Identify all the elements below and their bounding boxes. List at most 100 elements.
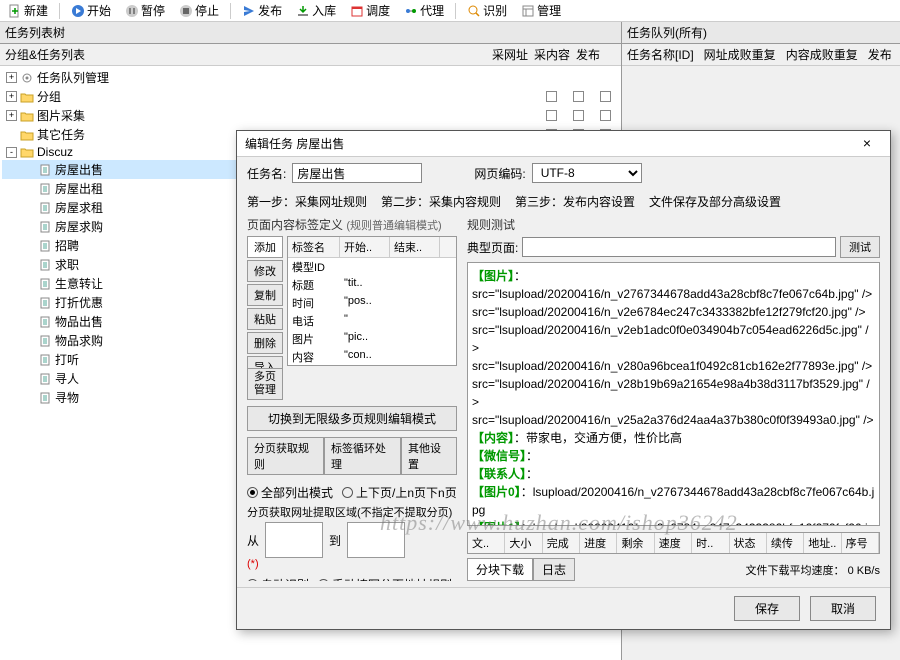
- proxy-button[interactable]: 代理: [401, 1, 447, 20]
- tree-label: 物品求购: [55, 332, 103, 349]
- tag-mode-label: (规则普通编辑模式): [346, 220, 441, 232]
- tree-item[interactable]: +任务队列管理: [2, 68, 619, 87]
- pg-icon: [38, 259, 52, 271]
- left-sub-label: 分组&任务列表: [5, 46, 85, 63]
- checkbox[interactable]: [573, 91, 584, 102]
- queue-col-url: 网址成败重复: [704, 46, 776, 63]
- typical-page-input[interactable]: [522, 237, 836, 257]
- start-button[interactable]: 开始: [68, 1, 114, 20]
- dl-col: 时..: [692, 533, 729, 553]
- queue-col-pub: 发布: [868, 46, 892, 63]
- pg-icon: [38, 278, 52, 290]
- download-header: 文..大小完成进度剩余速度时..状态续传地址..序号: [467, 532, 880, 554]
- pause-button[interactable]: 暂停: [122, 1, 168, 20]
- tag-row[interactable]: 电话": [288, 312, 456, 330]
- radio-manual[interactable]: [318, 579, 329, 581]
- tag-add-button[interactable]: 添加: [247, 236, 283, 258]
- tab-log[interactable]: 日志: [533, 558, 575, 581]
- checkbox[interactable]: [546, 91, 557, 102]
- schedule-button[interactable]: 调度: [347, 1, 393, 20]
- import-button[interactable]: 入库: [293, 1, 339, 20]
- to-textbox[interactable]: [347, 522, 405, 558]
- dl-col: 大小: [505, 533, 542, 553]
- manage-button[interactable]: 管理: [518, 1, 564, 20]
- dl-col: 序号: [842, 533, 879, 553]
- pg-icon: [38, 373, 52, 385]
- checkbox[interactable]: [600, 91, 611, 102]
- radio-prev-next[interactable]: [342, 487, 353, 498]
- step3[interactable]: 第三步：发布内容设置: [515, 193, 635, 210]
- step4[interactable]: 文件保存及部分高级设置: [649, 193, 781, 210]
- switch-mode-button[interactable]: 切换到无限级多页规则编辑模式: [247, 406, 457, 431]
- tag-row[interactable]: 内容"con..: [288, 348, 456, 366]
- step1[interactable]: 第一步：采集网址规则: [247, 193, 367, 210]
- gear-icon: [20, 72, 34, 84]
- tree-label: 房屋求购: [55, 218, 103, 235]
- typical-page-label: 典型页面:: [467, 239, 518, 256]
- tag-delete-button[interactable]: 删除: [247, 332, 283, 354]
- queue-col-content: 内容成败重复: [786, 46, 858, 63]
- pg-icon: [38, 392, 52, 404]
- expand-icon[interactable]: +: [6, 110, 17, 121]
- checkbox[interactable]: [546, 110, 557, 121]
- tree-item[interactable]: + 分组: [2, 87, 619, 106]
- tree-label: Discuz: [37, 145, 73, 159]
- tag-row[interactable]: 标题"tit..: [288, 276, 456, 294]
- tree-label: 其它任务: [37, 126, 85, 143]
- pg-icon: [38, 183, 52, 195]
- tree-label: 打折优惠: [55, 294, 103, 311]
- dl-col: 文..: [468, 533, 505, 553]
- close-icon[interactable]: ×: [852, 135, 882, 152]
- edit-task-dialog: 编辑任务 房屋出售 × 任务名: 网页编码: UTF-8 第一步：采集网址规则 …: [236, 130, 891, 630]
- tab-other[interactable]: 其他设置: [401, 437, 457, 475]
- tree-label: 图片采集: [37, 107, 85, 124]
- save-button[interactable]: 保存: [734, 596, 800, 621]
- tag-row[interactable]: 模型ID: [288, 258, 456, 276]
- step2[interactable]: 第二步：采集内容规则: [381, 193, 501, 210]
- stop-button[interactable]: 停止: [176, 1, 222, 20]
- dl-col: 进度: [580, 533, 617, 553]
- expand-icon[interactable]: +: [6, 91, 17, 102]
- publish-button[interactable]: 发布: [239, 1, 285, 20]
- pg-icon: [38, 354, 52, 366]
- recognize-button[interactable]: 识别: [464, 1, 510, 20]
- tree-item[interactable]: + 图片采集: [2, 106, 619, 125]
- radio-auto[interactable]: [247, 579, 258, 581]
- new-button[interactable]: 新建: [5, 1, 51, 20]
- radio-list-all[interactable]: [247, 487, 258, 498]
- dl-col: 剩余: [617, 533, 654, 553]
- cancel-button[interactable]: 取消: [810, 596, 876, 621]
- tab-loop[interactable]: 标签循环处理: [324, 437, 401, 475]
- task-name-input[interactable]: [292, 163, 422, 183]
- expand-icon[interactable]: +: [6, 72, 17, 83]
- result-box[interactable]: 【图片】：src="lsupload/20200416/n_v276734467…: [467, 262, 880, 526]
- tag-copy-button[interactable]: 复制: [247, 284, 283, 306]
- pg-icon: [38, 240, 52, 252]
- tab-page-rule[interactable]: 分页获取规则: [247, 437, 324, 475]
- dl-col: 状态: [730, 533, 767, 553]
- from-label: 从: [247, 532, 259, 549]
- tree-label: 打听: [55, 351, 79, 368]
- multipage-button[interactable]: 多页 管理: [247, 368, 283, 400]
- tree-label: 求职: [55, 256, 79, 273]
- checkbox[interactable]: [573, 110, 584, 121]
- encoding-label: 网页编码:: [474, 165, 525, 182]
- dl-col: 速度: [655, 533, 692, 553]
- from-textbox[interactable]: [265, 522, 323, 558]
- pg-icon: [38, 297, 52, 309]
- tag-row[interactable]: 图片"pic..: [288, 330, 456, 348]
- tab-chunks[interactable]: 分块下载: [467, 558, 533, 581]
- test-button[interactable]: 测试: [840, 236, 880, 258]
- pg-icon: [38, 335, 52, 347]
- tag-def-label: 页面内容标签定义: [247, 218, 343, 232]
- main-toolbar: 新建 开始 暂停 停止 发布 入库 调度 代理 识别 管理: [0, 0, 900, 22]
- tag-row[interactable]: 时间"pos..: [288, 294, 456, 312]
- tree-label: 生意转让: [55, 275, 103, 292]
- tag-edit-button[interactable]: 修改: [247, 260, 283, 282]
- encoding-select[interactable]: UTF-8: [532, 163, 642, 183]
- queue-col-name: 任务名称[ID]: [627, 46, 694, 63]
- tag-paste-button[interactable]: 粘贴: [247, 308, 283, 330]
- checkbox[interactable]: [600, 110, 611, 121]
- tree-label: 分组: [37, 88, 61, 105]
- expand-icon[interactable]: -: [6, 147, 17, 158]
